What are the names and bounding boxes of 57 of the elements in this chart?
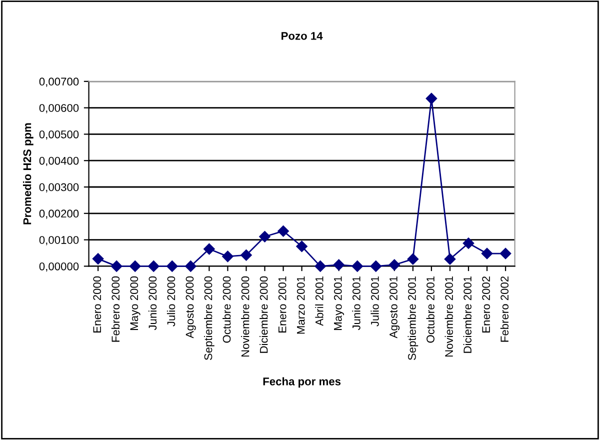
point: [296, 240, 308, 252]
point: [462, 238, 474, 249]
point: [444, 253, 456, 265]
x-tick-label: Octubre 2001: [426, 276, 434, 343]
y-tick-label: 0,00600: [39, 104, 79, 114]
point: [185, 260, 196, 272]
x-tick-label: Mayo 2000: [130, 276, 140, 330]
point: [333, 259, 344, 270]
point: [426, 92, 438, 104]
x-tick-label: Septiembre 2000: [204, 276, 214, 360]
x-tick-label: Abril 2001: [315, 276, 324, 326]
point: [314, 260, 326, 272]
x-tick-label: Julio 2000: [166, 276, 176, 326]
chart-title: Pozo 14: [282, 32, 323, 40]
point: [259, 231, 270, 242]
y-tick-label: 0,00300: [39, 183, 79, 192]
x-tick-label: Diciembre 2000: [260, 276, 268, 353]
point: [407, 253, 419, 265]
x-tick-label: Enero 2000: [93, 276, 102, 332]
point: [148, 260, 160, 272]
point: [110, 260, 122, 272]
x-tick-label: Marzo 2001: [296, 276, 305, 334]
point: [204, 243, 215, 255]
point: [388, 259, 400, 270]
x-tick-label: Enero 2001: [278, 276, 286, 332]
y-tick-label: 0,00100: [39, 236, 79, 246]
x-tick-label: Noviembre 2001: [444, 276, 453, 357]
x-tick-label: Diciembre 2001: [463, 276, 472, 353]
y-tick-label: 0,00500: [39, 130, 79, 140]
x-tick-label: Octubre 2000: [222, 276, 231, 343]
point: [166, 260, 178, 272]
x-tick-label: Julio 2001: [370, 276, 379, 326]
x-tick-label: Noviembre 2000: [241, 276, 250, 357]
x-tick-label: Mayo 2001: [334, 276, 344, 330]
point: [278, 225, 289, 237]
x-tick-label: Febrero 2000: [111, 276, 120, 342]
point: [130, 260, 141, 272]
y-tick-label: 0,00200: [39, 210, 79, 219]
y-tick-label: 0,00700: [39, 78, 79, 87]
x-tick-label: Enero 2002: [482, 276, 490, 332]
y-tick-label: 0,00400: [39, 156, 79, 166]
x-tick-label: Febrero 2002: [500, 276, 509, 342]
point: [240, 250, 252, 261]
point: [500, 248, 512, 260]
point: [481, 248, 493, 260]
y-axis-title: Promedio H2S ppm: [23, 123, 34, 224]
x-tick-label: Junio 2000: [148, 276, 157, 330]
x-tick-label: Junio 2001: [352, 276, 360, 330]
x-axis-title: Fecha por mes: [263, 377, 341, 388]
point: [370, 260, 382, 272]
point: [352, 260, 363, 272]
point: [92, 253, 104, 264]
x-tick-label: Agosto 2001: [390, 276, 400, 338]
x-tick-label: Agosto 2000: [186, 276, 196, 338]
point: [222, 250, 234, 262]
y-tick-label: 0,00000: [39, 262, 79, 272]
x-tick-label: Septiembre 2001: [408, 276, 418, 360]
